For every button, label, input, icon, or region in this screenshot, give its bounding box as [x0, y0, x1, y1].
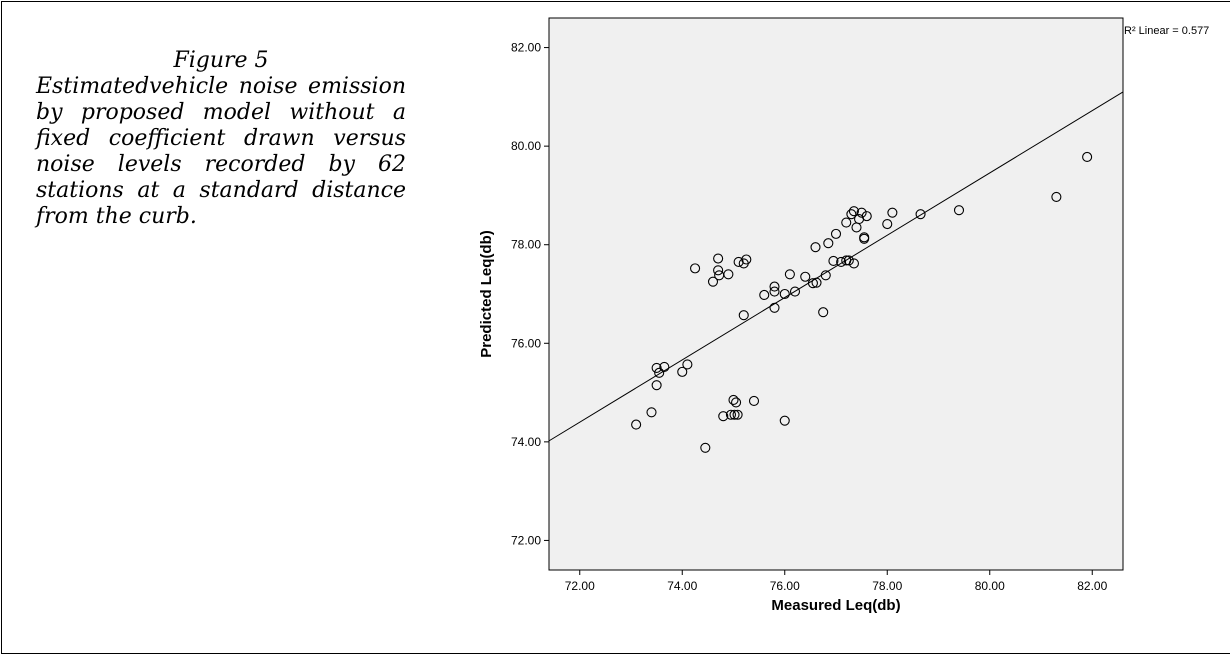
- y-tick-label: 82.00: [511, 41, 541, 55]
- regression-line: [548, 91, 1124, 442]
- data-point: [769, 281, 780, 292]
- data-point: [810, 242, 821, 253]
- x-tick-label: 80.00: [975, 579, 1005, 593]
- data-point: [728, 394, 739, 406]
- data-point: [729, 409, 740, 420]
- data-point: [707, 276, 719, 287]
- plot-area: [548, 17, 1124, 571]
- data-point: [846, 209, 857, 220]
- data-point: [856, 207, 867, 218]
- y-tick-label: 74.00: [511, 435, 541, 449]
- data-point: [953, 205, 965, 216]
- y-tick-label: 78.00: [511, 238, 541, 252]
- data-point: [718, 411, 729, 422]
- data-point: [779, 288, 790, 300]
- r-squared-annotation: R² Linear = 0.577: [1124, 25, 1209, 37]
- data-point: [713, 265, 724, 276]
- x-tick-label: 74.00: [667, 579, 697, 593]
- data-point: [820, 270, 831, 281]
- data-point: [887, 207, 898, 218]
- x-tick-label: 82.00: [1077, 579, 1107, 593]
- data-points: [631, 151, 1093, 453]
- data-point: [631, 419, 642, 430]
- data-point: [732, 409, 743, 420]
- data-point: [848, 258, 859, 269]
- data-point: [841, 217, 852, 228]
- data-point: [769, 286, 780, 297]
- data-point: [828, 255, 839, 267]
- figure-title: Figure 5: [173, 48, 269, 73]
- data-point: [769, 302, 780, 313]
- x-axis-label: Measured Leq(db): [771, 597, 900, 614]
- y-tick-label: 72.00: [511, 533, 541, 547]
- data-point: [848, 206, 859, 217]
- data-point: [659, 361, 670, 372]
- data-point: [882, 218, 893, 230]
- data-point: [843, 255, 854, 266]
- data-point: [646, 407, 657, 418]
- data-point: [738, 310, 749, 321]
- data-point: [677, 366, 688, 377]
- data-point: [700, 442, 711, 453]
- data-point: [690, 263, 701, 274]
- data-point: [915, 209, 926, 220]
- data-point: [651, 362, 662, 373]
- axis-ticks: 72.00 74.00 76.00 78.00 80.00 82.00 72.00 74.00…: [511, 41, 1108, 593]
- data-point: [1082, 151, 1093, 163]
- data-point: [784, 269, 795, 280]
- figure-description: Estimatedvehicle noise emission by propo…: [36, 74, 406, 229]
- data-point: [823, 238, 834, 249]
- y-axis-label: Predicted Leq(db): [478, 230, 495, 358]
- data-point: [733, 256, 744, 268]
- data-point: [836, 256, 847, 268]
- data-point: [723, 269, 734, 280]
- data-point: [713, 253, 724, 264]
- data-point: [807, 278, 818, 289]
- data-point: [748, 395, 760, 407]
- data-point: [654, 367, 665, 378]
- x-tick-label: 78.00: [872, 579, 902, 593]
- x-tick-label: 72.00: [565, 579, 595, 593]
- data-point: [1051, 191, 1062, 202]
- data-point: [651, 380, 662, 391]
- y-tick-label: 80.00: [511, 139, 541, 153]
- data-point: [859, 233, 870, 244]
- data-point: [800, 271, 811, 282]
- data-point: [779, 415, 790, 426]
- data-point: [789, 286, 801, 297]
- y-tick-label: 76.00: [511, 336, 541, 350]
- data-point: [861, 211, 872, 222]
- data-point: [759, 289, 770, 301]
- data-point: [830, 228, 842, 239]
- x-tick-label: 76.00: [770, 579, 800, 593]
- data-point: [811, 277, 822, 288]
- data-point: [731, 397, 742, 408]
- data-point: [818, 307, 829, 318]
- figure-caption: Figure 5 Estimatedvehicle noise emission…: [36, 48, 406, 230]
- data-point: [725, 409, 736, 420]
- data-point: [741, 254, 752, 265]
- data-point: [682, 359, 693, 370]
